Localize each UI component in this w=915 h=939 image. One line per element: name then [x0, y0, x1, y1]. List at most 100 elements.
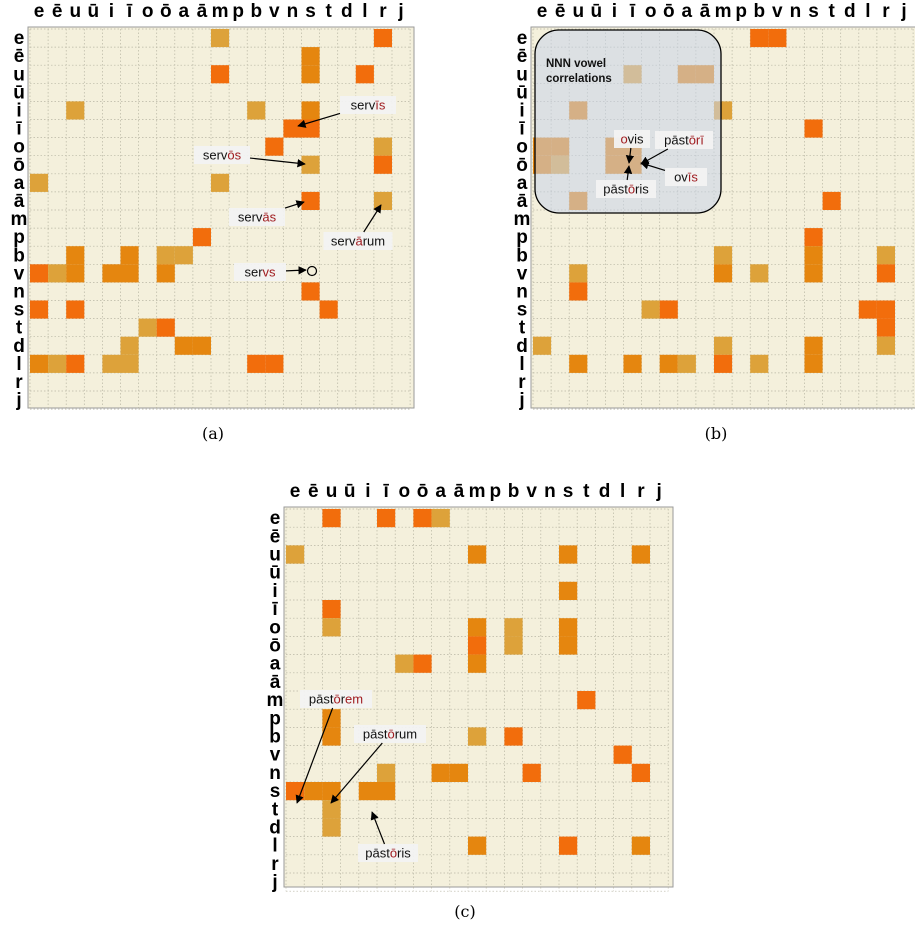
matrix-cell [66, 354, 85, 373]
annotation-arrow [285, 266, 307, 275]
row-label: a [517, 173, 528, 194]
annotation-segment: rum [363, 234, 385, 249]
row-label: ō [516, 155, 528, 176]
panel-caption: (a) [202, 424, 224, 443]
matrix-cell [211, 29, 230, 48]
matrix-cell [120, 246, 139, 265]
column-label: l [620, 481, 625, 502]
row-label: ū [516, 82, 528, 103]
overlay-label: NNN vowel [546, 58, 606, 70]
column-label: o [645, 1, 657, 22]
matrix-cell [66, 101, 85, 120]
matrix-cell [468, 618, 487, 637]
annotation-label: servs [244, 265, 276, 280]
annotation-segment: serv [238, 210, 263, 225]
matrix-cell [373, 137, 392, 156]
annotation-box [340, 96, 396, 114]
matrix-cell [301, 65, 320, 84]
annotation-circle [306, 265, 318, 277]
matrix-cell [120, 354, 139, 373]
matrix-cell [30, 264, 49, 283]
row-label: l [272, 836, 277, 857]
panel-c: eeēēuuūūiiīīooōōaaāāmmppbbvvnnssttddllrr… [267, 481, 674, 921]
matrix-cell [30, 173, 49, 192]
matrix-cell [138, 318, 157, 337]
column-label: p [232, 1, 244, 22]
row-label: s [270, 781, 281, 802]
annotation-segment: vis [628, 132, 644, 147]
matrix-cell [577, 691, 596, 710]
matrix-cell [569, 282, 588, 301]
matrix-cell [677, 354, 696, 373]
matrix-cell [659, 354, 678, 373]
row-label: d [13, 336, 25, 357]
matrix-cell [247, 354, 266, 373]
matrix-cell [30, 300, 49, 319]
matrix-cell [822, 191, 841, 210]
matrix-cell [659, 300, 678, 319]
matrix-cell [304, 782, 323, 801]
matrix-cell [265, 354, 284, 373]
row-label: ē [14, 46, 25, 67]
row-label: ō [13, 155, 25, 176]
row-label: u [13, 64, 25, 85]
row-label: a [270, 654, 281, 675]
row-label: m [11, 209, 28, 230]
column-label: u [69, 1, 81, 22]
row-label: o [516, 137, 528, 158]
matrix-cell [301, 155, 320, 174]
matrix-cell [322, 727, 341, 746]
matrix-cell [559, 636, 578, 655]
row-label: i [16, 100, 21, 121]
annotation-segment: r [341, 692, 346, 707]
matrix-cell [377, 509, 396, 528]
row-label: d [269, 818, 281, 839]
row-label: p [13, 227, 25, 248]
matrix-cell [355, 65, 374, 84]
annotation-segment: pāst [603, 182, 628, 197]
panel-a: eeēēuuūūiiīīooōōaaāāmmppbbvvnnssttddllrr… [11, 1, 415, 443]
matrix-cell [876, 264, 895, 283]
annotation-box [655, 131, 713, 149]
annotation-box [300, 690, 372, 708]
matrix-cell [631, 836, 650, 855]
annotation-label: servīs [351, 98, 386, 113]
annotation-label: ovis [620, 132, 644, 147]
annotation-segment: pāst [664, 133, 689, 148]
matrix-cell [559, 581, 578, 600]
matrix-cell [265, 137, 284, 156]
column-label: l [362, 1, 367, 22]
column-label: b [508, 481, 520, 502]
matrix-cell [714, 264, 733, 283]
matrix-cell [174, 336, 193, 355]
column-label: n [287, 1, 299, 22]
matrix-cell [30, 354, 49, 373]
row-label: t [519, 318, 526, 339]
column-label: ē [308, 481, 319, 502]
annotation-segment: ō [333, 692, 340, 707]
annotation-box [229, 208, 285, 226]
column-label: t [828, 1, 835, 22]
matrix-cell [192, 228, 211, 247]
annotation-box [354, 725, 426, 743]
matrix-cell [750, 29, 769, 48]
matrix-cell [283, 119, 302, 138]
column-label: v [526, 481, 537, 502]
matrix-cell [48, 264, 67, 283]
row-label: n [269, 763, 281, 784]
annotation-segment: ō [628, 182, 635, 197]
matrix-cell [102, 354, 121, 373]
matrix-cell [714, 354, 733, 373]
matrix-cell [431, 763, 450, 782]
matrix-cell [413, 654, 432, 673]
row-label: m [514, 209, 531, 230]
matrix-cell [322, 509, 341, 528]
column-label: o [398, 481, 410, 502]
column-label: s [563, 481, 574, 502]
annotation-arrow [370, 811, 386, 845]
matrix-cell [286, 545, 305, 564]
annotation-segment: ōrī [689, 133, 705, 148]
matrix-cell [377, 782, 396, 801]
column-label: ī [629, 1, 636, 22]
matrix-cell [48, 354, 67, 373]
